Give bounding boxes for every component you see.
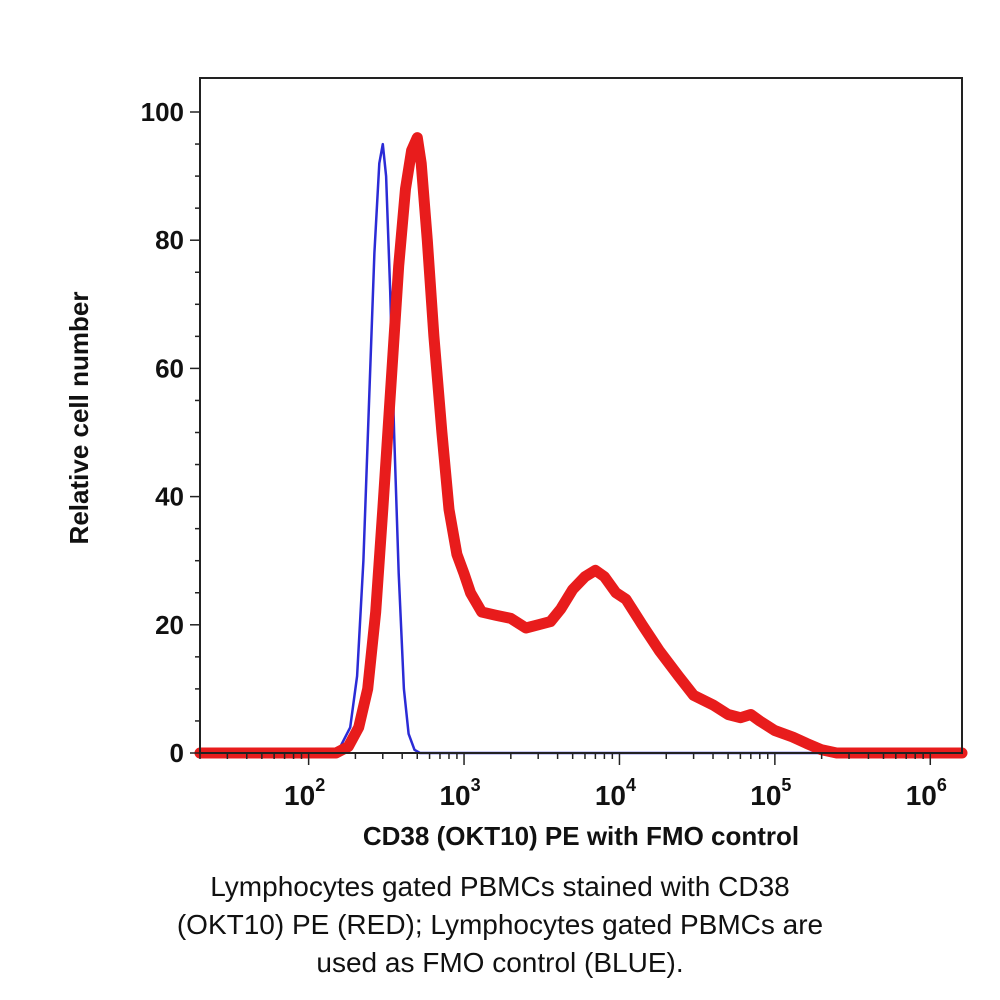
caption-line-3: used as FMO control (BLUE). xyxy=(316,947,684,978)
figure-caption: Lymphocytes gated PBMCs stained with CD3… xyxy=(0,868,1000,982)
y-tick-label: 0 xyxy=(170,738,184,768)
series-line-red xyxy=(194,132,968,759)
x-tick-label: 105 xyxy=(750,775,791,811)
plot-frame xyxy=(199,77,963,754)
series-layer xyxy=(194,132,968,759)
x-tick-label: 106 xyxy=(906,775,947,811)
caption-line-2: (OKT10) PE (RED); Lymphocytes gated PBMC… xyxy=(176,909,824,940)
caption-line-1: Lymphocytes gated PBMCs stained with CD3… xyxy=(210,871,790,902)
y-axis-ticks: 0 20 40 60 80 100 xyxy=(141,97,200,768)
x-axis-title: CD38 (OKT10) PE with FMO control xyxy=(363,821,799,851)
y-tick-label: 60 xyxy=(155,353,184,383)
y-axis-title: Relative cell number xyxy=(64,292,94,545)
x-tick-label: 104 xyxy=(595,775,636,811)
x-tick-label: 102 xyxy=(284,775,325,811)
series-line-blue xyxy=(198,142,964,755)
y-tick-label: 40 xyxy=(155,482,184,512)
y-tick-label: 100 xyxy=(141,97,184,127)
y-tick-label: 80 xyxy=(155,225,184,255)
y-tick-label: 20 xyxy=(155,610,184,640)
x-tick-label: 103 xyxy=(439,775,480,811)
x-axis-ticks: 102 103 104 105 106 xyxy=(199,753,947,811)
